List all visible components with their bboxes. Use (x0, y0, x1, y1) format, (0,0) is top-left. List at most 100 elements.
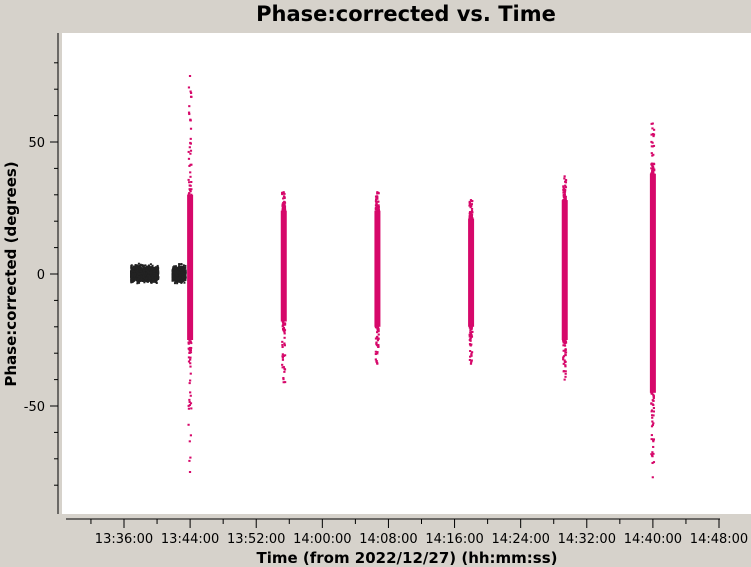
data-point (562, 185, 565, 188)
data-point (562, 189, 566, 192)
data-point (651, 133, 655, 136)
data-point (148, 275, 151, 278)
data-point (282, 378, 285, 381)
data-point (145, 279, 148, 282)
data-point (138, 268, 141, 271)
data-point (281, 193, 284, 196)
data-point (132, 265, 135, 268)
data-point (143, 277, 146, 280)
x-tick-label: 14:00:00 (293, 532, 351, 547)
data-point (376, 208, 379, 211)
data-point (651, 145, 654, 148)
data-point (468, 211, 472, 214)
data-point (651, 420, 654, 423)
corrected-cluster (374, 191, 381, 365)
data-point (282, 326, 285, 329)
data-point (151, 268, 154, 271)
data-point (470, 207, 474, 210)
data-point (281, 191, 284, 194)
data-point (174, 267, 177, 270)
data-point (189, 175, 192, 178)
data-point (182, 265, 185, 268)
data-point (375, 336, 379, 339)
data-point (284, 381, 287, 384)
data-point (651, 416, 654, 419)
data-point (138, 275, 141, 278)
data-point (283, 209, 287, 212)
data-point (562, 199, 565, 202)
data-point (188, 400, 191, 403)
data-point (142, 273, 145, 276)
data-point (137, 276, 140, 279)
data-point (650, 454, 654, 457)
data-point (145, 269, 148, 272)
data-point (156, 270, 159, 273)
corrected-cluster (468, 199, 475, 365)
data-point (469, 334, 472, 337)
data-point (651, 171, 654, 174)
data-point (650, 140, 653, 143)
data-point (145, 277, 148, 280)
data-point (652, 414, 655, 417)
data-point (149, 266, 152, 269)
data-point (652, 144, 656, 147)
data-point (468, 201, 471, 204)
data-point (180, 271, 183, 274)
data-point (374, 200, 378, 203)
data-point (178, 263, 181, 266)
data-point (130, 264, 133, 267)
data-point (564, 188, 567, 191)
data-point (174, 269, 177, 272)
data-point (283, 201, 286, 204)
data-point (188, 105, 191, 108)
data-point (189, 95, 193, 98)
data-point (374, 337, 378, 340)
data-point (147, 273, 150, 276)
data-point (650, 410, 653, 413)
data-point (131, 275, 134, 278)
data-point (650, 133, 653, 136)
data-point (375, 204, 378, 207)
data-point (147, 264, 150, 267)
data-point (132, 277, 135, 280)
data-point (184, 278, 187, 281)
data-point (282, 197, 285, 200)
data-point (189, 402, 193, 405)
data-point (183, 276, 186, 279)
data-point (468, 335, 471, 338)
data-point (377, 205, 380, 208)
data-point (187, 193, 190, 196)
data-point (651, 122, 654, 125)
data-point (151, 271, 154, 274)
data-point (374, 350, 377, 353)
data-point (650, 402, 653, 405)
data-point (562, 362, 565, 365)
data-point (469, 329, 472, 332)
data-point (188, 351, 191, 354)
corrected-cluster (561, 175, 568, 381)
data-point (283, 192, 286, 195)
data-point (131, 273, 134, 276)
data-point (652, 394, 655, 397)
data-point (130, 281, 133, 284)
data-point (171, 279, 174, 282)
data-point (650, 152, 653, 155)
data-point (179, 272, 182, 275)
data-point (469, 337, 472, 340)
data-point (189, 356, 192, 359)
data-point (150, 271, 153, 274)
data-point (189, 365, 192, 368)
data-point (562, 370, 565, 373)
data-point (150, 279, 153, 282)
data-point (562, 191, 565, 194)
data-point (187, 86, 191, 89)
data-point (564, 348, 567, 351)
data-point (282, 366, 285, 369)
data-point (174, 271, 177, 274)
data-point (469, 362, 473, 365)
data-point (282, 321, 285, 324)
data-point (180, 276, 183, 279)
x-tick-label: 14:48:00 (690, 532, 748, 547)
data-point (377, 337, 380, 340)
